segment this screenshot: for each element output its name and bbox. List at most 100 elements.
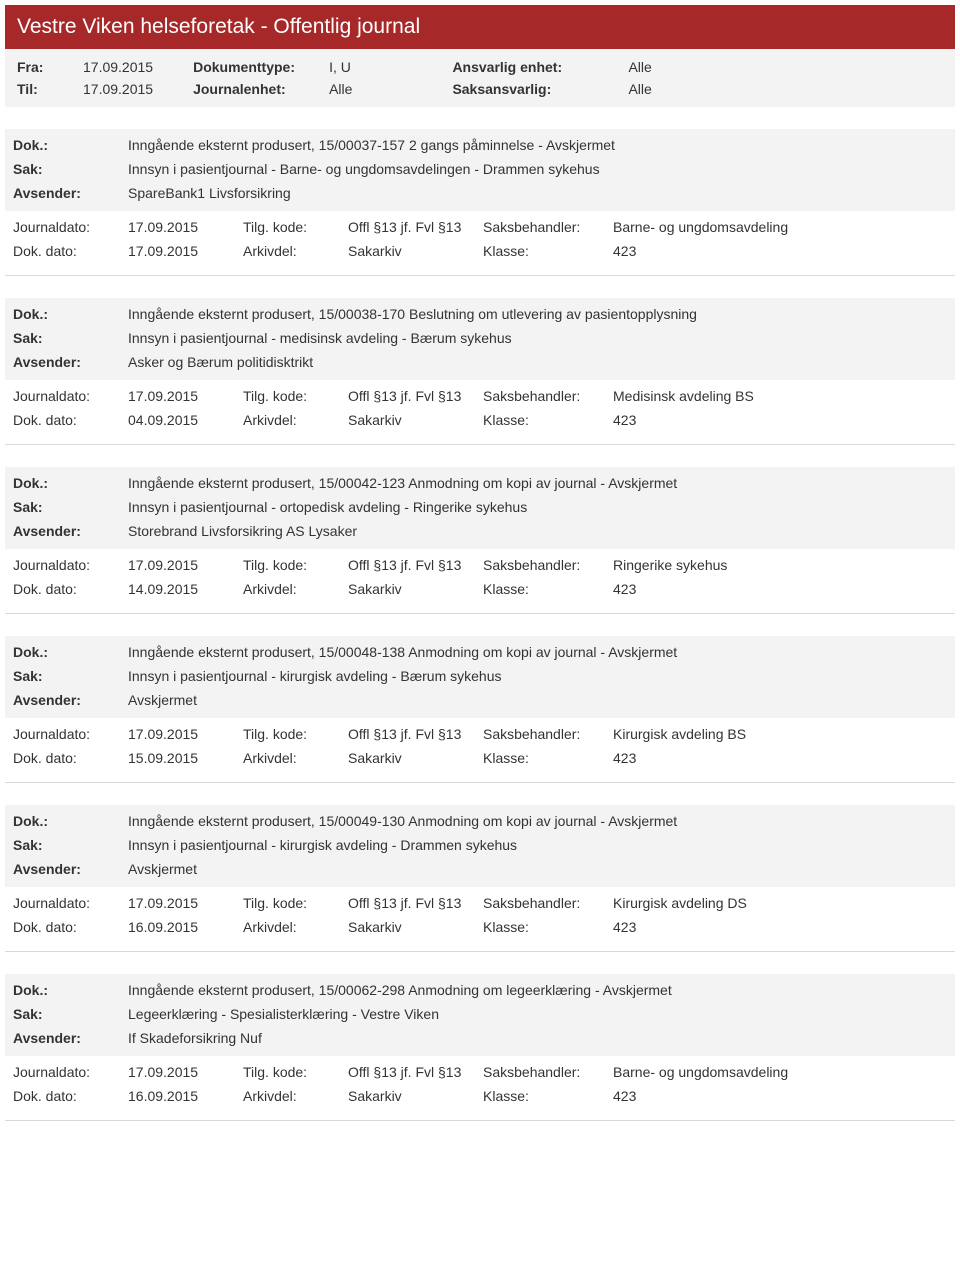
entry-sak-value: Innsyn i pasientjournal - Barne- og ungd… [128,161,600,177]
arkivdel-label: Arkivdel: [243,1088,348,1104]
dokdato-label: Dok. dato: [13,919,128,935]
entry-top: Dok.: Inngående eksternt produsert, 15/0… [5,974,955,1056]
journal-entry: Dok.: Inngående eksternt produsert, 15/0… [5,805,955,952]
filter-saksansvarlig-value: Alle [628,81,651,97]
filter-doktype-value: I, U [329,59,351,75]
klasse-label: Klasse: [483,1088,613,1104]
tilgkode-value: Offl §13 jf. Fvl §13 [348,726,483,742]
arkivdel-label: Arkivdel: [243,243,348,259]
entry-dok-value: Inngående eksternt produsert, 15/00049-1… [128,813,677,829]
journal-entry: Dok.: Inngående eksternt produsert, 15/0… [5,636,955,783]
saksbehandler-label: Saksbehandler: [483,1064,613,1080]
filter-row-journalenhet: Journalenhet: Alle [193,81,352,97]
meta-row-1: Journaldato: 17.09.2015 Tilg. kode: Offl… [13,726,947,742]
tilgkode-label: Tilg. kode: [243,219,348,235]
journal-entry: Dok.: Inngående eksternt produsert, 15/0… [5,129,955,276]
journaldato-value: 17.09.2015 [128,1064,243,1080]
entry-bottom: Journaldato: 17.09.2015 Tilg. kode: Offl… [5,1056,955,1104]
meta-row-2: Dok. dato: 14.09.2015 Arkivdel: Sakarkiv… [13,581,947,597]
entry-sak-value: Innsyn i pasientjournal - kirurgisk avde… [128,837,517,853]
dokdato-label: Dok. dato: [13,581,128,597]
meta-row-2: Dok. dato: 16.09.2015 Arkivdel: Sakarkiv… [13,1088,947,1104]
dokdato-value: 14.09.2015 [128,581,243,597]
entries-container: Dok.: Inngående eksternt produsert, 15/0… [0,129,960,1121]
entry-bottom: Journaldato: 17.09.2015 Tilg. kode: Offl… [5,211,955,259]
arkivdel-value: Sakarkiv [348,1088,483,1104]
entry-avsender-label: Avsender: [13,523,128,539]
entry-sak-line: Sak: Innsyn i pasientjournal - kirurgisk… [13,668,947,684]
entry-dok-label: Dok.: [13,982,128,998]
journal-entry: Dok.: Inngående eksternt produsert, 15/0… [5,467,955,614]
filter-bar: Fra: 17.09.2015 Til: 17.09.2015 Dokument… [5,49,955,107]
meta-row-1: Journaldato: 17.09.2015 Tilg. kode: Offl… [13,219,947,235]
entry-dok-label: Dok.: [13,306,128,322]
saksbehandler-label: Saksbehandler: [483,388,613,404]
saksbehandler-value: Kirurgisk avdeling BS [613,726,947,742]
saksbehandler-value: Barne- og ungdomsavdeling [613,1064,947,1080]
entry-top: Dok.: Inngående eksternt produsert, 15/0… [5,805,955,887]
arkivdel-label: Arkivdel: [243,412,348,428]
saksbehandler-value: Barne- og ungdomsavdeling [613,219,947,235]
entry-avsender-value: Asker og Bærum politidisktrikt [128,354,313,370]
entry-avsender-label: Avsender: [13,1030,128,1046]
klasse-label: Klasse: [483,750,613,766]
tilgkode-value: Offl §13 jf. Fvl §13 [348,557,483,573]
filter-journalenhet-value: Alle [329,81,352,97]
meta-row-2: Dok. dato: 17.09.2015 Arkivdel: Sakarkiv… [13,243,947,259]
journaldato-value: 17.09.2015 [128,219,243,235]
entry-avsender-line: Avsender: Avskjermet [13,861,947,877]
dokdato-label: Dok. dato: [13,243,128,259]
tilgkode-label: Tilg. kode: [243,388,348,404]
entry-sak-label: Sak: [13,837,128,853]
entry-dok-line: Dok.: Inngående eksternt produsert, 15/0… [13,306,947,322]
entry-sak-label: Sak: [13,161,128,177]
dokdato-label: Dok. dato: [13,412,128,428]
filter-ansvarlig-label: Ansvarlig enhet: [452,59,562,75]
entry-dok-value: Inngående eksternt produsert, 15/00042-1… [128,475,677,491]
entry-sak-line: Sak: Innsyn i pasientjournal - kirurgisk… [13,837,947,853]
tilgkode-value: Offl §13 jf. Fvl §13 [348,895,483,911]
filter-col-ansvarlig: Ansvarlig enhet: Alle Saksansvarlig: All… [452,59,651,97]
arkivdel-value: Sakarkiv [348,412,483,428]
journal-entry: Dok.: Inngående eksternt produsert, 15/0… [5,298,955,445]
entry-avsender-line: Avsender: SpareBank1 Livsforsikring [13,185,947,201]
tilgkode-value: Offl §13 jf. Fvl §13 [348,1064,483,1080]
filter-ansvarlig-value: Alle [628,59,651,75]
entry-avsender-line: Avsender: Storebrand Livsforsikring AS L… [13,523,947,539]
klasse-label: Klasse: [483,412,613,428]
entry-dok-label: Dok.: [13,137,128,153]
klasse-value: 423 [613,1088,947,1104]
dokdato-value: 16.09.2015 [128,919,243,935]
filter-row-til: Til: 17.09.2015 [17,81,153,97]
dokdato-label: Dok. dato: [13,1088,128,1104]
filter-row-doktype: Dokumenttype: I, U [193,59,352,75]
saksbehandler-label: Saksbehandler: [483,895,613,911]
entry-avsender-label: Avsender: [13,861,128,877]
saksbehandler-value: Medisinsk avdeling BS [613,388,947,404]
dokdato-value: 15.09.2015 [128,750,243,766]
entry-dok-line: Dok.: Inngående eksternt produsert, 15/0… [13,982,947,998]
klasse-value: 423 [613,919,947,935]
journaldato-label: Journaldato: [13,388,128,404]
dokdato-value: 04.09.2015 [128,412,243,428]
tilgkode-label: Tilg. kode: [243,895,348,911]
klasse-value: 423 [613,581,947,597]
arkivdel-value: Sakarkiv [348,581,483,597]
filter-row-fra: Fra: 17.09.2015 [17,59,153,75]
entry-avsender-value: Avskjermet [128,861,197,877]
meta-row-1: Journaldato: 17.09.2015 Tilg. kode: Offl… [13,388,947,404]
klasse-label: Klasse: [483,243,613,259]
klasse-value: 423 [613,243,947,259]
entry-bottom: Journaldato: 17.09.2015 Tilg. kode: Offl… [5,887,955,935]
tilgkode-label: Tilg. kode: [243,557,348,573]
dokdato-value: 16.09.2015 [128,1088,243,1104]
meta-row-2: Dok. dato: 16.09.2015 Arkivdel: Sakarkiv… [13,919,947,935]
entry-sak-value: Innsyn i pasientjournal - ortopedisk avd… [128,499,527,515]
klasse-value: 423 [613,750,947,766]
entry-sak-value: Innsyn i pasientjournal - medisinsk avde… [128,330,512,346]
klasse-label: Klasse: [483,919,613,935]
entry-avsender-line: Avsender: If Skadeforsikring Nuf [13,1030,947,1046]
journaldato-label: Journaldato: [13,895,128,911]
entry-dok-line: Dok.: Inngående eksternt produsert, 15/0… [13,475,947,491]
saksbehandler-value: Kirurgisk avdeling DS [613,895,947,911]
